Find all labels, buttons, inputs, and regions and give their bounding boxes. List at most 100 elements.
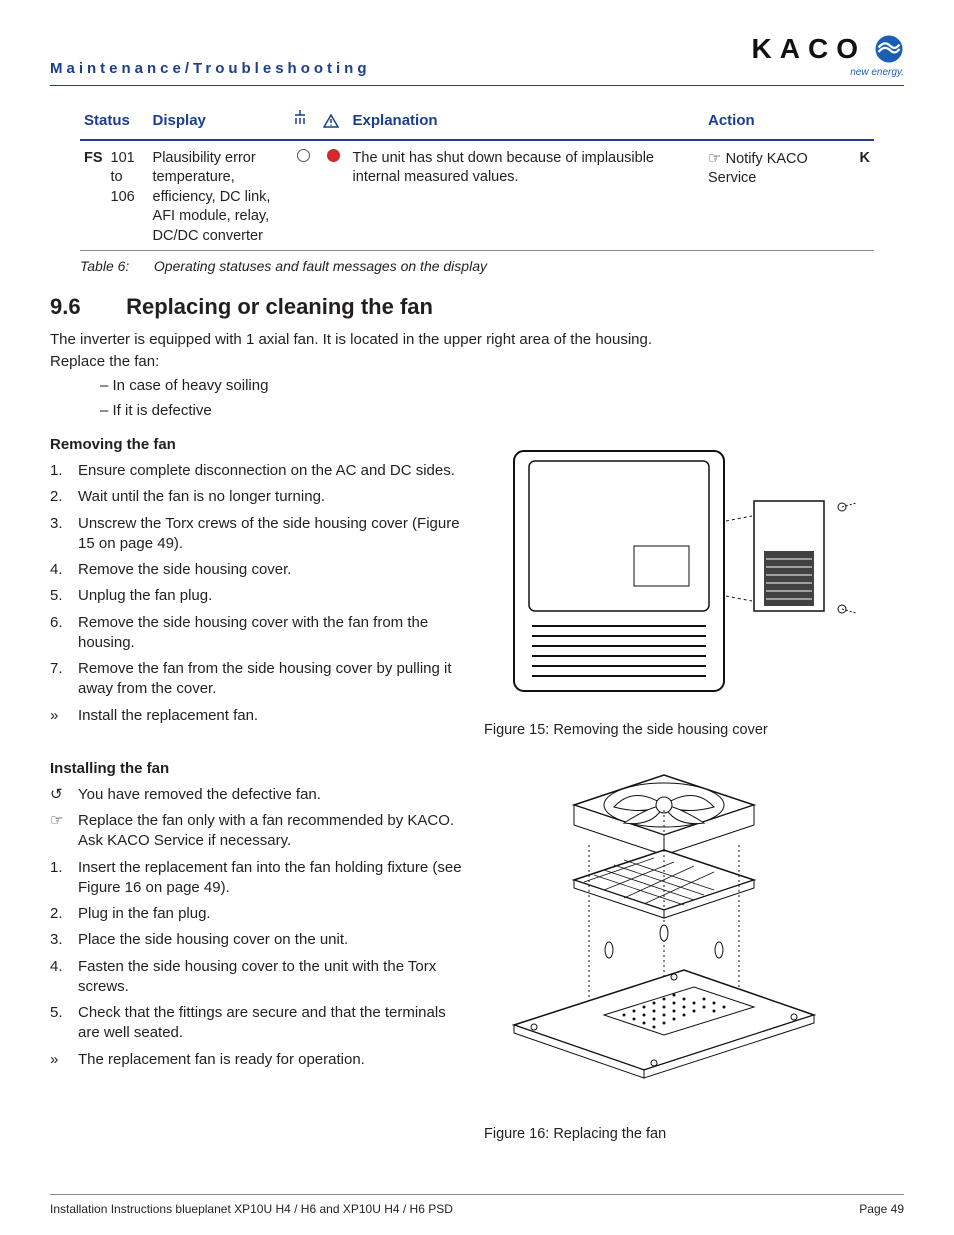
step-item: 4.Fasten the side housing cover to the u…	[50, 957, 470, 998]
step-marker: »	[50, 1050, 78, 1070]
caption-label: Table 6:	[80, 257, 150, 276]
open-circle-icon	[297, 149, 310, 162]
table-row: FS 101 to 106 Plausibility error tempera…	[80, 140, 874, 251]
installing-heading: Installing the fan	[50, 759, 470, 779]
step-marker: 4.	[50, 560, 78, 580]
step-marker: 5.	[50, 1003, 78, 1044]
step-text: Unscrew the Torx crews of the side housi…	[78, 514, 470, 555]
step-item: 3.Unscrew the Torx crews of the side hou…	[50, 514, 470, 555]
removing-column: Removing the fan 1.Ensure complete disco…	[50, 431, 470, 749]
page-header: Maintenance/Troubleshooting KACO new ene…	[50, 30, 904, 86]
step-item: »The replacement fan is ready for operat…	[50, 1050, 470, 1070]
step-text: Place the side housing cover on the unit…	[78, 930, 470, 950]
step-marker: 7.	[50, 659, 78, 700]
bullet: If it is defective	[100, 401, 904, 421]
step-marker: 3.	[50, 930, 78, 950]
figure16-column: Figure 16: Replacing the fan	[484, 755, 904, 1153]
status-table: Status Display Explanation Action FS 101…	[80, 104, 874, 251]
cell-led2	[319, 140, 349, 251]
grid-icon	[293, 110, 307, 128]
figure16-caption: Figure 16: Replacing the fan	[484, 1125, 666, 1145]
footer-right: Page 49	[859, 1201, 904, 1217]
cell-k: K	[854, 140, 874, 251]
figure15-caption: Figure 15: Removing the side housing cov…	[484, 721, 768, 741]
bullet: In case of heavy soiling	[100, 376, 904, 396]
cell-fs: FS	[80, 140, 107, 251]
step-marker: 1.	[50, 858, 78, 899]
th-status: Status	[80, 104, 149, 139]
th-action: Action	[704, 104, 874, 139]
step-marker: 1.	[50, 461, 78, 481]
step-item: 5.Unplug the fan plug.	[50, 586, 470, 606]
cell-led1	[289, 140, 319, 251]
step-text: Remove the side housing cover.	[78, 560, 470, 580]
removing-steps: 1.Ensure complete disconnection on the A…	[50, 461, 470, 726]
intro-line2: Replace the fan:	[50, 352, 904, 372]
step-text: Unplug the fan plug.	[78, 586, 470, 606]
step-item: 4.Remove the side housing cover.	[50, 560, 470, 580]
page-footer: Installation Instructions blueplanet XP1…	[50, 1194, 904, 1217]
step-text: Plug in the fan plug.	[78, 904, 470, 924]
section-number: 9.6	[50, 292, 120, 322]
logo-text: KACO	[752, 30, 904, 68]
step-text: Fasten the side housing cover to the uni…	[78, 957, 470, 998]
step-item: 2.Wait until the fan is no longer turnin…	[50, 487, 470, 507]
red-dot-icon	[327, 149, 340, 162]
step-text: Wait until the fan is no longer turning.	[78, 487, 470, 507]
installing-column: Installing the fan ↺You have removed the…	[50, 755, 470, 1153]
step-text: Install the replacement fan.	[78, 706, 470, 726]
footer-left: Installation Instructions blueplanet XP1…	[50, 1201, 453, 1217]
step-item: »Install the replacement fan.	[50, 706, 470, 726]
th-explanation: Explanation	[349, 104, 704, 139]
hand-icon: ☞	[708, 150, 726, 167]
step-text: Replace the fan only with a fan recommen…	[78, 811, 470, 852]
step-marker: 5.	[50, 586, 78, 606]
step-marker: »	[50, 706, 78, 726]
table-caption: Table 6: Operating statuses and fault me…	[80, 257, 874, 276]
step-item: 1.Ensure complete disconnection on the A…	[50, 461, 470, 481]
warning-icon	[323, 112, 339, 129]
step-marker: 2.	[50, 487, 78, 507]
figure15-illustration	[484, 431, 864, 711]
step-text: You have removed the defective fan.	[78, 785, 470, 805]
cell-display: Plausibility error temperature, efficien…	[149, 140, 289, 251]
section-heading: 9.6 Replacing or cleaning the fan	[50, 292, 904, 322]
figure16-illustration	[484, 755, 844, 1115]
swirl-icon	[874, 34, 904, 64]
section-title: Replacing or cleaning the fan	[126, 294, 433, 319]
step-item: 3.Place the side housing cover on the un…	[50, 930, 470, 950]
th-symbol1	[289, 104, 319, 139]
step-item: ↺You have removed the defective fan.	[50, 785, 470, 805]
step-item: 5.Check that the fittings are secure and…	[50, 1003, 470, 1044]
cell-code: 101 to 106	[107, 140, 149, 251]
cell-explanation: The unit has shut down because of implau…	[349, 140, 704, 251]
th-display: Display	[149, 104, 289, 139]
figure15-column: Figure 15: Removing the side housing cov…	[484, 431, 904, 749]
section-breadcrumb: Maintenance/Troubleshooting	[50, 59, 371, 79]
step-marker: 3.	[50, 514, 78, 555]
cell-action: ☞ Notify KACO Service	[704, 140, 854, 251]
step-item: 7.Remove the fan from the side housing c…	[50, 659, 470, 700]
step-marker: 4.	[50, 957, 78, 998]
step-item: 6.Remove the side housing cover with the…	[50, 613, 470, 654]
step-text: Insert the replacement fan into the fan …	[78, 858, 470, 899]
logo-tagline: new energy.	[850, 66, 904, 80]
step-marker: ☞	[50, 811, 78, 852]
step-text: Check that the fittings are secure and t…	[78, 1003, 470, 1044]
step-marker: 2.	[50, 904, 78, 924]
installing-steps: ↺You have removed the defective fan.☞Rep…	[50, 785, 470, 1070]
step-text: The replacement fan is ready for operati…	[78, 1050, 470, 1070]
brand-logo: KACO new energy.	[752, 30, 904, 79]
step-item: ☞Replace the fan only with a fan recomme…	[50, 811, 470, 852]
step-text: Remove the fan from the side housing cov…	[78, 659, 470, 700]
intro-line1: The inverter is equipped with 1 axial fa…	[50, 330, 904, 350]
intro-bullets: In case of heavy soiling If it is defect…	[100, 376, 904, 421]
step-item: 2.Plug in the fan plug.	[50, 904, 470, 924]
caption-text: Operating statuses and fault messages on…	[154, 258, 487, 274]
step-item: 1.Insert the replacement fan into the fa…	[50, 858, 470, 899]
th-symbol2	[319, 104, 349, 139]
step-marker: ↺	[50, 785, 78, 805]
step-text: Ensure complete disconnection on the AC …	[78, 461, 470, 481]
step-marker: 6.	[50, 613, 78, 654]
logo-word: KACO	[752, 30, 866, 68]
